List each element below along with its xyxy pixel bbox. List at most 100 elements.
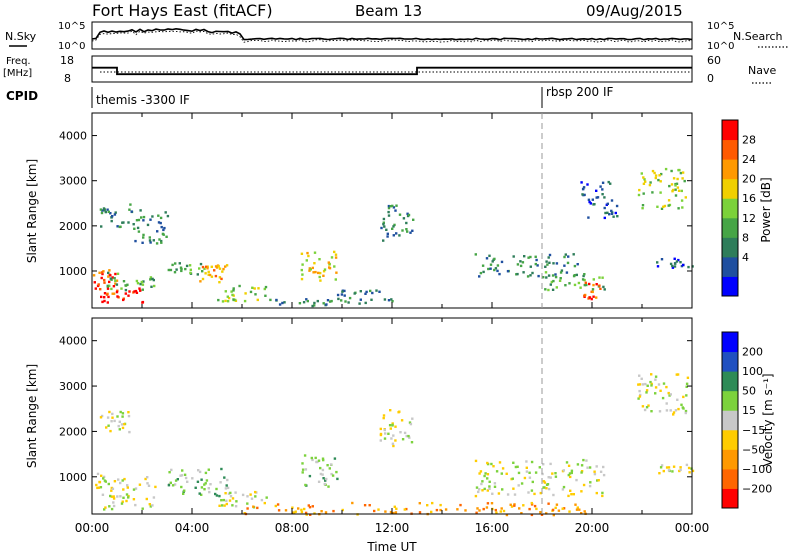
echo-cell — [398, 234, 401, 237]
echo-cell — [301, 273, 304, 276]
echo-cell — [667, 466, 671, 469]
echo-cell — [481, 489, 484, 492]
echo-cell — [606, 211, 609, 214]
echo-cell — [308, 474, 312, 478]
echo-cell — [610, 209, 613, 213]
echo-cell — [610, 199, 614, 202]
echo-cell — [128, 290, 131, 293]
echo-cell — [548, 261, 551, 264]
echo-cell — [572, 493, 575, 496]
echo-cell — [653, 171, 656, 175]
echo-cell — [205, 479, 209, 482]
echo-cell — [580, 471, 583, 474]
echo-cell — [184, 267, 187, 271]
echo-cell — [324, 511, 328, 514]
echo-cell — [138, 483, 142, 486]
echo-cell — [412, 218, 415, 221]
echo-cell — [241, 493, 245, 497]
echo-cell — [121, 415, 124, 418]
echo-cell — [106, 285, 109, 288]
echo-cell — [525, 460, 528, 463]
echo-cell — [563, 255, 566, 259]
echo-cell — [171, 484, 175, 487]
echo-cell — [189, 268, 192, 271]
echo-cell — [486, 477, 489, 480]
echo-cell — [589, 481, 592, 484]
echo-cell — [100, 414, 104, 418]
echo-cell — [166, 214, 170, 218]
echo-cell — [249, 493, 252, 496]
echo-cell — [99, 288, 102, 291]
echo-cell — [549, 283, 552, 286]
echo-cell — [389, 409, 392, 412]
echo-cell — [106, 208, 109, 211]
echo-cell — [199, 280, 202, 283]
echo-cell — [591, 288, 595, 291]
echo-cell — [311, 505, 314, 508]
echo-cell — [173, 271, 177, 274]
echo-cell — [198, 470, 202, 474]
echo-cell — [495, 470, 499, 473]
nave-label: Nave — [748, 64, 776, 77]
echo-cell — [107, 295, 110, 299]
echo-cell — [201, 277, 205, 281]
echo-cell — [234, 491, 237, 494]
echo-cell — [484, 472, 487, 475]
echo-cell — [500, 260, 504, 264]
echo-cell — [564, 253, 567, 256]
echo-cell — [96, 284, 100, 288]
echo-cell — [186, 480, 189, 483]
echo-cell — [654, 386, 658, 389]
echo-cell — [167, 484, 171, 487]
power-axes: 1000 2000 3000 4000 — [59, 113, 693, 308]
echo-cell — [151, 504, 154, 507]
echo-cell — [124, 284, 127, 287]
echo-cell — [386, 235, 389, 238]
echo-cell — [676, 398, 679, 401]
echo-cell — [542, 276, 545, 279]
echo-cell — [499, 510, 502, 513]
echo-cell — [204, 471, 208, 475]
echo-cell — [405, 228, 408, 231]
echo-cell — [323, 482, 326, 486]
echo-cell — [102, 477, 105, 480]
noise-panel — [91, 21, 693, 50]
echo-cell — [395, 507, 398, 510]
echo-cell — [407, 434, 410, 438]
echo-cell — [379, 439, 382, 442]
echo-cell — [481, 264, 485, 267]
echo-cell — [301, 471, 304, 474]
echo-cell — [301, 468, 305, 471]
echo-cell — [109, 274, 112, 277]
echo-cell — [650, 410, 653, 413]
echo-cell — [108, 280, 111, 284]
cpid-segment-2: rbsp 200 IF — [546, 85, 613, 99]
echo-cell — [100, 295, 103, 299]
echo-cell — [313, 251, 317, 254]
echo-cell — [99, 486, 103, 489]
colorbar-swatch — [722, 351, 738, 372]
echo-cell — [667, 391, 670, 395]
echo-cell — [218, 281, 221, 284]
echo-cell — [498, 461, 502, 464]
echo-cell — [222, 498, 225, 502]
echo-cell — [226, 478, 229, 482]
echo-cell — [300, 277, 304, 281]
echo-cell — [672, 411, 676, 414]
nave-tick-bottom: 0 — [707, 72, 714, 85]
echo-cell — [225, 264, 229, 267]
echo-cell — [550, 280, 553, 284]
echo-cell — [559, 271, 563, 274]
echo-cell — [529, 255, 532, 259]
echo-cell — [552, 279, 555, 283]
echo-cell — [641, 207, 644, 210]
echo-cell — [406, 230, 409, 233]
x-tick-label: 00:00 — [75, 521, 110, 535]
echo-cell — [505, 472, 508, 475]
echo-cell — [568, 510, 571, 513]
power-colorbar: 28 24 20 16 12 8 4 — [721, 119, 756, 297]
echo-cell — [332, 509, 335, 513]
echo-cell — [562, 507, 566, 510]
echo-cell — [650, 382, 653, 386]
echo-cell — [411, 229, 414, 232]
